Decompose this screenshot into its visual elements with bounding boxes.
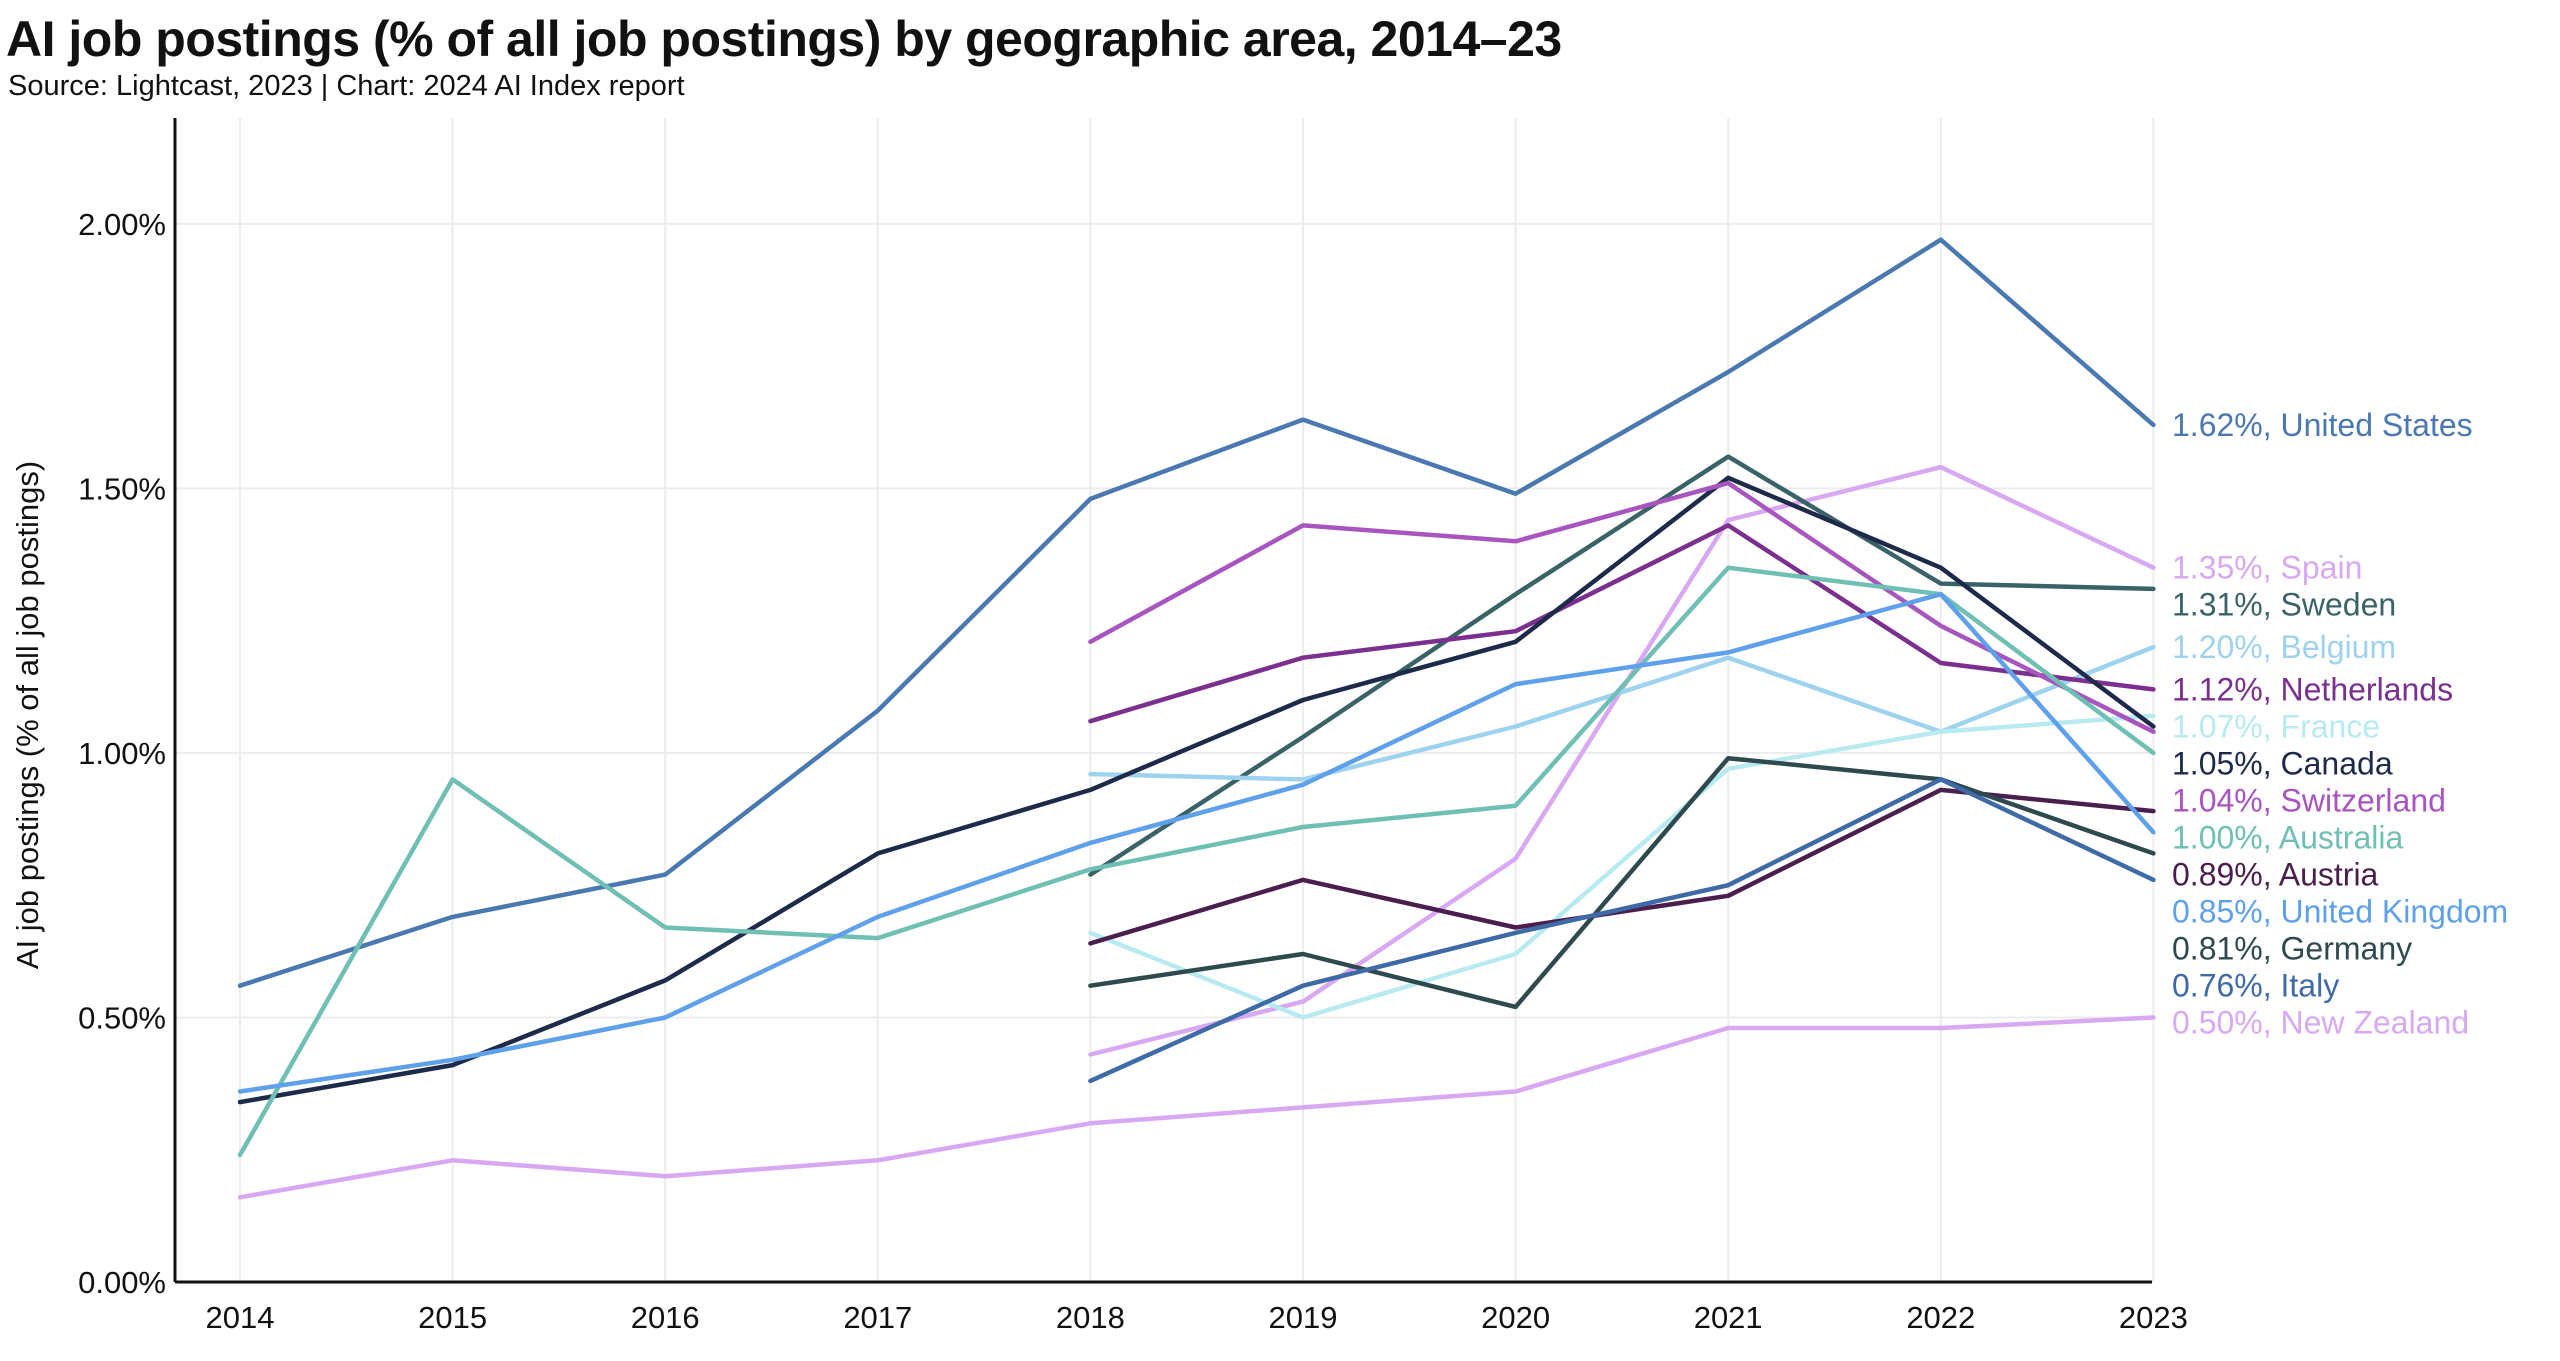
chart-subtitle: Source: Lightcast, 2023 | Chart: 2024 AI… [8,70,685,102]
end-label-sweden: 1.31%, Sweden [2172,587,2396,623]
x-tick-label: 2021 [1694,1300,1763,1335]
end-label-spain: 1.35%, Spain [2172,550,2362,586]
y-tick-label: 0.50% [78,1000,166,1035]
end-label-netherlands: 1.12%, Netherlands [2172,671,2453,707]
series-line-australia [237,565,2156,1158]
series-line-italy [1088,777,2156,1084]
end-label-new-zealand: 0.50%, New Zealand [2172,1004,2469,1040]
x-tick-label: 2017 [843,1300,912,1335]
axes [173,118,2152,1284]
x-tick-label: 2019 [1269,1300,1338,1335]
end-label-austria: 0.89%, Austria [2172,856,2379,892]
series-line-canada [237,475,2156,1105]
series-line-switzerland [1088,480,2156,734]
series-line-belgium [1088,644,2156,782]
end-label-germany: 0.81%, Germany [2172,930,2412,966]
series-lines [237,237,2156,1200]
x-tick-label: 2016 [631,1300,700,1335]
end-label-belgium: 1.20%, Belgium [2172,629,2396,665]
series-line-germany [1088,755,2156,1010]
series-line-netherlands [1088,523,2156,724]
grid-lines [175,118,2155,1282]
y-tick-label: 2.00% [78,207,166,242]
end-label-united-states: 1.62%, United States [2172,407,2473,443]
x-tick-label: 2020 [1481,1300,1550,1335]
chart-title: AI job postings (% of all job postings) … [6,11,1562,67]
end-label-italy: 0.76%, Italy [2172,967,2339,1003]
series-line-new-zealand [237,1015,2156,1200]
series-line-united-kingdom [237,591,2156,1094]
x-tick-label: 2022 [1906,1300,1975,1335]
end-label-australia: 1.00%, Australia [2172,819,2403,855]
y-axis-label: AI job postings (% of all job postings) [10,461,45,969]
y-tick-label: 1.00% [78,736,166,771]
end-label-united-kingdom: 0.85%, United Kingdom [2172,893,2508,929]
end-label-switzerland: 1.04%, Switzerland [2172,782,2446,818]
end-label-france: 1.07%, France [2172,708,2380,744]
x-tick-labels: 2014 2015 2016 2017 2018 2019 2020 2021 2022 2023 [206,1300,2188,1335]
series-line-france [1088,713,2156,1020]
x-tick-label: 2014 [206,1300,275,1335]
y-tick-label: 0.00% [78,1265,166,1300]
series-line-austria [1088,787,2156,946]
x-tick-label: 2023 [2119,1300,2188,1335]
y-tick-labels: 0.00% 0.50% 1.00% 1.50% 2.00% [78,207,166,1300]
series-line-sweden [1088,454,2156,877]
y-tick-label: 1.50% [78,471,166,506]
end-label-canada: 1.05%, Canada [2172,745,2393,781]
x-tick-label: 2018 [1056,1300,1125,1335]
series-line-united-states [237,237,2156,988]
x-tick-label: 2015 [418,1300,487,1335]
